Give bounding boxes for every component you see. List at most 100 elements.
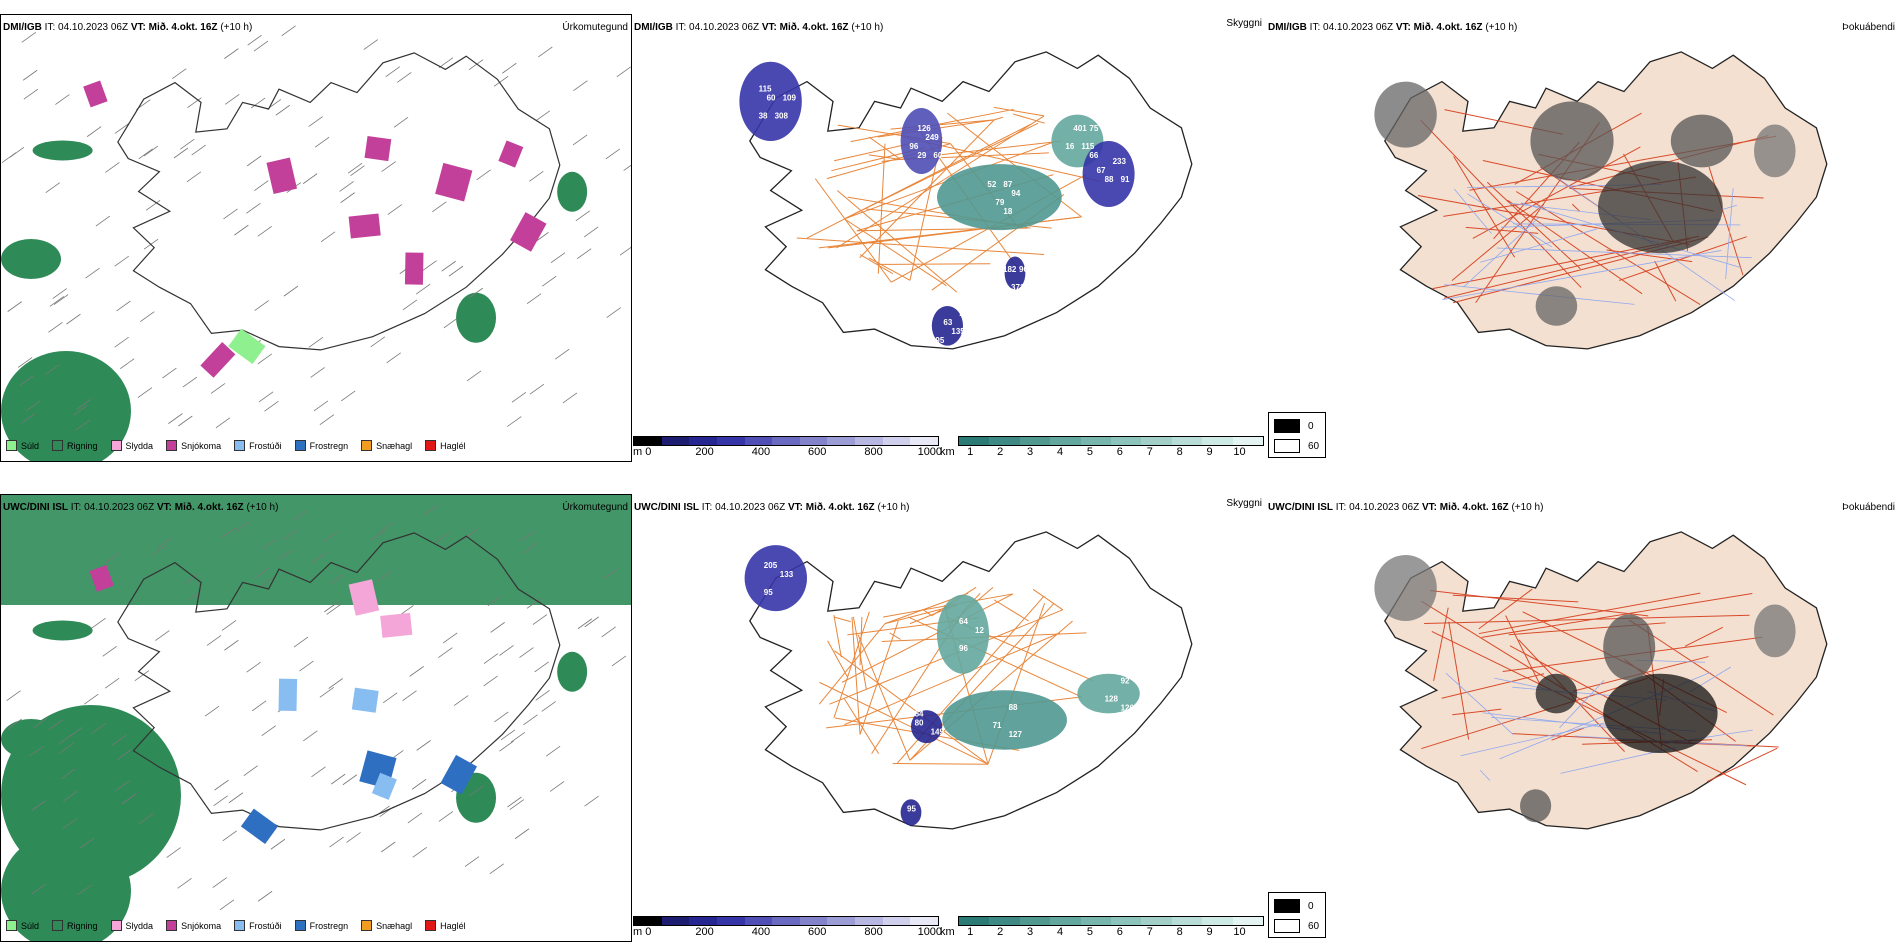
wind-barb	[48, 321, 63, 333]
wind-barb	[545, 745, 561, 757]
wind-barb	[121, 793, 136, 805]
cloud-base-label: 115	[1081, 142, 1094, 151]
precip-legend-label: Frostúði	[249, 920, 282, 931]
cloud-base-label: 205	[764, 561, 778, 570]
coastline	[117, 52, 561, 351]
model-name: UWC/DINI ISL	[1268, 502, 1333, 513]
colorbar-segment	[772, 917, 800, 925]
fog-area	[1670, 114, 1734, 168]
it-value: 04.10.2023 06Z	[715, 502, 786, 513]
wind-barb	[17, 357, 33, 368]
road	[836, 115, 1045, 249]
colorbar-segment	[959, 917, 990, 925]
wind-barb	[340, 192, 355, 203]
wind-barb	[29, 745, 44, 757]
visibility-colorbar	[958, 436, 1264, 446]
precip-patch	[404, 252, 424, 285]
wind-barb	[270, 838, 286, 850]
wind-barb	[114, 123, 130, 134]
precip-legend-item: Snjókoma	[166, 440, 221, 451]
precip-patch	[348, 579, 380, 616]
wind-barb	[468, 59, 484, 70]
colorbar-tick-label: 10	[1233, 446, 1246, 458]
fog-legend-label: 0	[1308, 900, 1314, 912]
wind-barb	[184, 573, 200, 585]
visibility-ticks: 1 2 3 4 5 6 7 8 9 10	[958, 446, 1264, 460]
precip-legend-item: Slydda	[110, 920, 153, 931]
cloud-base-label: 88	[1009, 703, 1018, 712]
wind-barb	[483, 653, 499, 664]
colorbar-tick-label: 1000	[917, 926, 943, 938]
wind-barb	[206, 635, 222, 646]
wind-barb	[213, 795, 228, 806]
colorbar-segment	[855, 437, 883, 445]
wind-barb	[7, 301, 22, 312]
cloud-area	[1082, 141, 1135, 207]
wind-barb	[529, 383, 545, 395]
cloud-base-label: 126	[917, 124, 931, 133]
road	[1453, 156, 1515, 258]
precip-legend-item: Frostúði	[234, 440, 282, 451]
fog-area	[1374, 555, 1437, 621]
road	[922, 608, 933, 617]
fog-legend: 0 60	[1268, 412, 1326, 458]
wind-barb	[186, 171, 202, 183]
wind-barb	[278, 549, 293, 560]
cloud-base-label: 60	[767, 93, 776, 102]
cloud-base-ticks: 0 200 400 600 800 1000	[633, 926, 943, 940]
road	[877, 143, 886, 274]
wind-barb	[500, 729, 516, 741]
cloud-base-label: 71	[993, 721, 1002, 730]
road	[833, 614, 842, 658]
cloud-base-label: 371	[1011, 283, 1025, 292]
precip-patch	[364, 135, 392, 162]
colorbar-tick-label: 200	[695, 926, 714, 938]
road	[993, 106, 1045, 117]
wind-barb	[134, 670, 150, 681]
river	[1460, 722, 1605, 757]
wind-barb	[541, 701, 556, 712]
wind-barb	[494, 711, 509, 723]
fog-area	[1535, 286, 1578, 326]
cloud-base-label: 67	[1097, 166, 1106, 175]
wind-barb	[224, 48, 239, 59]
precip-map-svg	[1, 25, 631, 461]
wind-barb	[86, 126, 102, 137]
cloud-base-label: 75	[1089, 124, 1098, 133]
wind-barb	[258, 391, 274, 403]
wind-barb	[253, 40, 269, 52]
road	[1032, 588, 1064, 611]
wind-barb	[219, 899, 235, 911]
road	[796, 237, 1045, 256]
cloud-area	[744, 545, 807, 612]
road	[892, 763, 988, 765]
cloud-base-label: 96	[959, 644, 968, 653]
cloud-map-svg: 115 126 87 75 67 63 96 109 96 79 115 91 95 371 308 60 52…	[739, 51, 1193, 350]
fog-swatch-white	[1274, 439, 1300, 453]
cloud-base-label: 88	[1105, 175, 1114, 184]
cloud-base-label: 96	[1019, 265, 1028, 274]
map-header: DMI/IGB IT: 04.10.2023 06Z VT: Mið. 4.ok…	[1268, 22, 1517, 33]
road	[1012, 113, 1045, 124]
colorbar-segment	[661, 917, 690, 925]
precip-patch	[278, 678, 298, 711]
wind-barb	[261, 725, 276, 736]
precip-patch	[83, 80, 108, 108]
precip-patch	[240, 808, 279, 845]
colorbar-tick-label: 200	[695, 446, 714, 458]
colorbar-tick-label: 4	[1056, 926, 1064, 938]
wind-barb	[91, 617, 106, 629]
road	[1472, 146, 1641, 239]
colorbar-tick-label: 5	[1086, 926, 1093, 938]
wind-barb	[222, 830, 237, 842]
wind-barb	[611, 655, 627, 667]
wind-barb	[535, 690, 550, 701]
map-header: UWC/DINI ISL IT: 04.10.2023 06Z VT: Mið.…	[1268, 502, 1543, 513]
precip-swatch	[166, 440, 178, 451]
colorbar-segment	[1202, 437, 1233, 445]
road	[1421, 677, 1648, 750]
cloud-base-label: 95	[935, 336, 944, 345]
wind-barb	[523, 542, 538, 554]
road	[993, 599, 1029, 622]
cloud-area	[1004, 256, 1026, 290]
